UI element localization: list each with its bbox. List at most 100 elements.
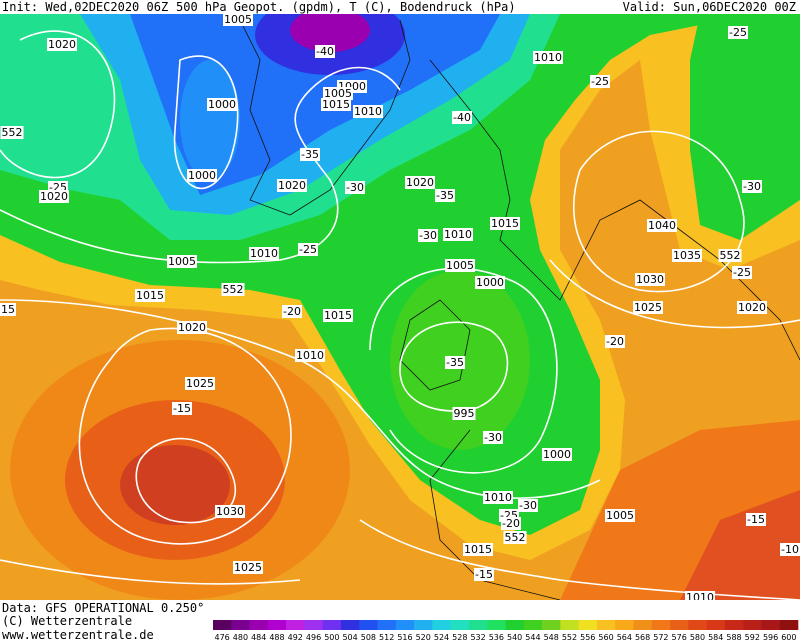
map-label: 1025 [233, 561, 263, 574]
map-label: -30 [345, 181, 365, 194]
label-background [418, 229, 438, 242]
label-background [282, 305, 302, 318]
label-text: 1025 [634, 301, 662, 314]
label-text: 1005 [446, 259, 474, 272]
label-text: 1010 [296, 349, 324, 362]
colorbar-label: 556 [580, 633, 595, 642]
label-text: -25 [299, 243, 317, 256]
label-text: 1010 [444, 228, 472, 241]
colorbar-segment [724, 620, 744, 630]
colorbar-label: 568 [635, 633, 650, 642]
map-label: 1005 [167, 255, 197, 268]
label-text: 1030 [636, 273, 664, 286]
colorbar-label: 496 [306, 633, 321, 642]
label-background [490, 217, 520, 230]
colorbar-segment [377, 620, 397, 630]
label-text: 1035 [673, 249, 701, 262]
colorbar-segment [414, 620, 433, 630]
label-text: -40 [316, 45, 334, 58]
map-label: 1020 [47, 38, 77, 51]
label-text: 1020 [278, 179, 306, 192]
map-labels: 1005-401020100010001000100510151010-3510… [0, 13, 800, 604]
label-text: -30 [519, 499, 537, 512]
colorbar-label: 600 [781, 633, 796, 642]
label-background [405, 176, 435, 189]
label-text: 1005 [224, 13, 252, 26]
label-background [167, 255, 197, 268]
map-label: 1000 [207, 98, 237, 111]
label-text: 1020 [178, 321, 206, 334]
map-label: -40 [452, 111, 472, 124]
colorbar-segment [322, 620, 342, 630]
label-text: 1010 [354, 105, 382, 118]
map-label: -35 [445, 356, 465, 369]
label-text: 1015 [464, 543, 492, 556]
label-text: -30 [346, 181, 364, 194]
map-label: -25 [732, 266, 752, 279]
map [0, 14, 800, 600]
colorbar-segment [267, 620, 287, 630]
label-background [315, 45, 335, 58]
label-background [249, 247, 279, 260]
colorbar-segment [523, 620, 543, 630]
colorbar-label: 580 [690, 633, 705, 642]
label-text: 1010 [484, 491, 512, 504]
colorbar-segment [615, 620, 634, 630]
label-background [718, 249, 742, 262]
map-label: 1005 [223, 13, 253, 26]
label-background [47, 38, 77, 51]
map-label: 1020 [177, 321, 207, 334]
map-label: -15 [474, 568, 494, 581]
map-label: -20 [282, 305, 302, 318]
map-label: 1015 [135, 289, 165, 302]
map-label: -40 [315, 45, 335, 58]
colorbar-segment [651, 620, 671, 630]
map-label: 1000 [187, 169, 217, 182]
label-background [298, 243, 318, 256]
label-text: 1040 [648, 219, 676, 232]
map-label: -30 [418, 229, 438, 242]
label-text: -30 [743, 180, 761, 193]
colorbar-segment [286, 620, 305, 630]
map-label: 1010 [249, 247, 279, 260]
map-label: -10 [780, 543, 800, 556]
colorbar-segment [432, 620, 451, 630]
map-label: 1005 [445, 259, 475, 272]
label-background [233, 561, 263, 574]
label-background [172, 402, 192, 415]
label-background [728, 26, 748, 39]
label-text: -35 [436, 189, 454, 202]
colorbar-label: 544 [525, 633, 540, 642]
colorbar-segment [213, 620, 232, 630]
label-text: 1005 [168, 255, 196, 268]
label-background [0, 303, 16, 316]
label-background [185, 377, 215, 390]
map-label: -20 [501, 517, 521, 530]
label-text: -35 [446, 356, 464, 369]
colorbar-segment [743, 620, 762, 630]
map-label: -35 [300, 148, 320, 161]
label-background [443, 228, 473, 241]
map-label: 1035 [672, 249, 702, 262]
map-label: 1010 [443, 228, 473, 241]
label-background [277, 179, 307, 192]
colorbar-label: 512 [379, 633, 394, 642]
label-background [135, 289, 165, 302]
label-background [590, 75, 610, 88]
colorbar-label: 540 [507, 633, 522, 642]
label-text: 1015 [322, 98, 350, 111]
colorbar-label: 588 [726, 633, 741, 642]
label-background [501, 517, 521, 530]
colorbar-segment [505, 620, 525, 630]
map-label: 1010 [533, 51, 563, 64]
map-label: -30 [518, 499, 538, 512]
label-text: 1020 [738, 301, 766, 314]
label-text: 1000 [208, 98, 236, 111]
label-background [223, 13, 253, 26]
colorbar-label: 548 [544, 633, 559, 642]
colorbar-segment [761, 620, 781, 630]
map-label: -25 [728, 26, 748, 39]
label-background [633, 301, 663, 314]
label-background [475, 276, 505, 289]
